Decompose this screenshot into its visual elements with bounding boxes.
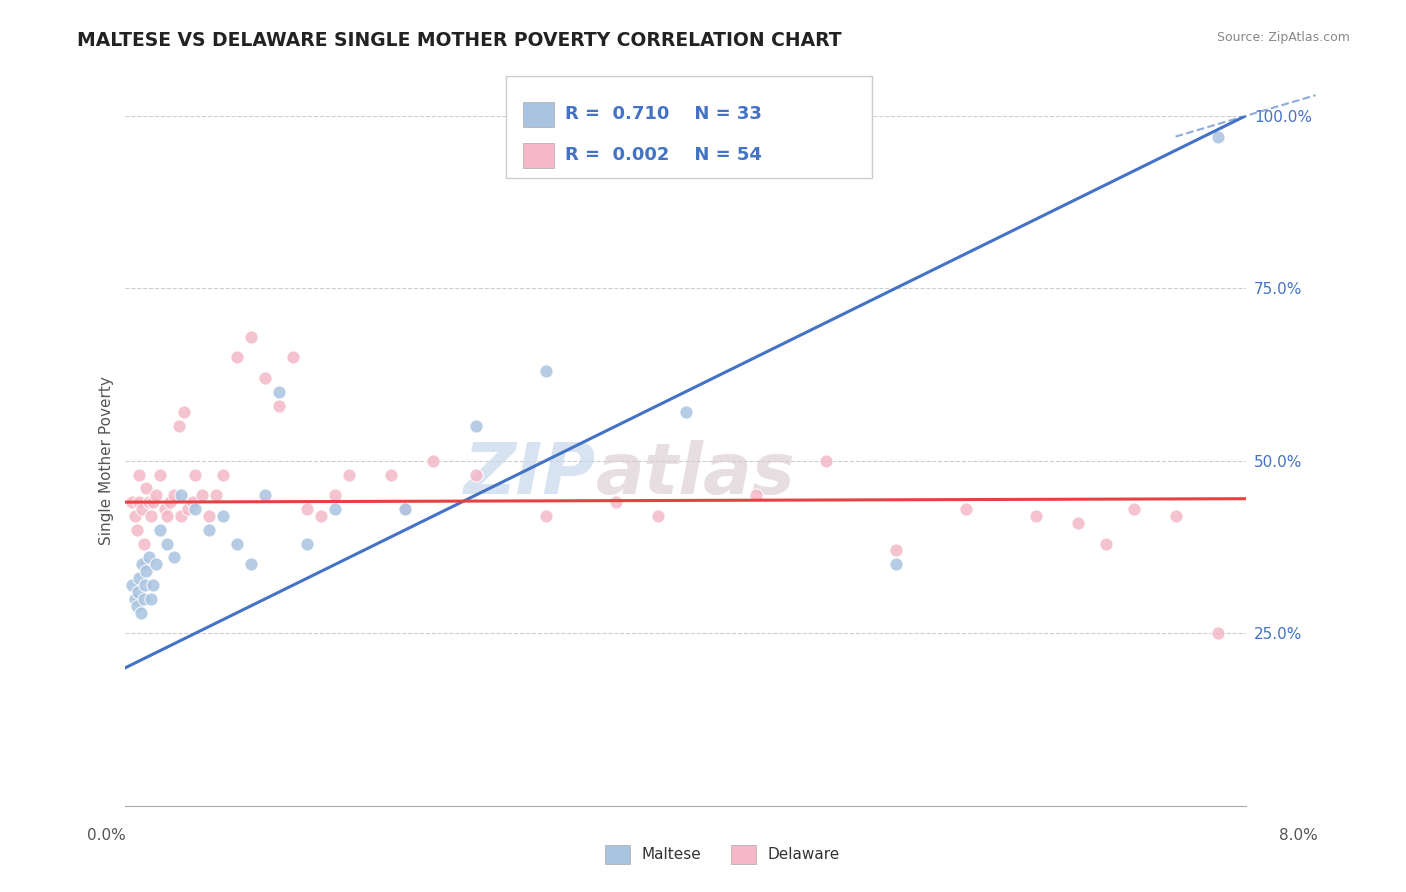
Point: [131, 502, 153, 516]
Point: [138, 495, 160, 509]
Point: [884, 558, 907, 572]
Point: [129, 606, 152, 620]
Point: [181, 495, 204, 509]
Point: [142, 495, 165, 509]
Point: [254, 488, 277, 502]
Text: Delaware: Delaware: [768, 847, 839, 862]
Point: [149, 523, 172, 537]
Point: [149, 467, 172, 482]
Text: atlas: atlas: [596, 440, 796, 509]
Point: [198, 523, 221, 537]
Point: [135, 481, 157, 495]
Point: [170, 488, 193, 502]
Point: [675, 405, 697, 419]
Text: R =  0.710    N = 33: R = 0.710 N = 33: [565, 105, 762, 123]
Point: [1094, 536, 1116, 550]
Point: [380, 467, 402, 482]
Point: [339, 467, 361, 482]
Point: [145, 558, 167, 572]
Point: [127, 584, 149, 599]
Point: [212, 508, 235, 523]
Point: [269, 384, 291, 399]
Point: [139, 591, 162, 606]
Point: [394, 502, 416, 516]
Point: [121, 495, 143, 509]
Point: [159, 495, 181, 509]
Point: [205, 488, 228, 502]
Point: [139, 508, 162, 523]
Point: [128, 495, 150, 509]
Point: [156, 536, 179, 550]
Point: [124, 508, 146, 523]
Point: [269, 399, 291, 413]
Point: [212, 467, 235, 482]
Point: [124, 591, 146, 606]
Point: [125, 599, 148, 613]
Point: [128, 467, 150, 482]
Text: Maltese: Maltese: [641, 847, 700, 862]
Text: 0.0%: 0.0%: [87, 829, 127, 843]
Point: [283, 351, 305, 365]
Point: [184, 502, 207, 516]
Point: [311, 508, 333, 523]
Point: [177, 502, 200, 516]
Text: Source: ZipAtlas.com: Source: ZipAtlas.com: [1216, 31, 1350, 45]
Point: [325, 488, 347, 502]
Point: [240, 558, 263, 572]
Point: [1206, 626, 1229, 640]
Point: [173, 405, 195, 419]
Point: [145, 488, 167, 502]
Text: ZIP: ZIP: [464, 440, 596, 509]
Point: [131, 558, 153, 572]
Point: [163, 550, 186, 565]
Point: [814, 454, 837, 468]
Point: [135, 558, 157, 572]
Point: [132, 536, 155, 550]
Point: [125, 523, 148, 537]
Point: [163, 488, 186, 502]
Point: [534, 364, 557, 378]
Text: R =  0.002    N = 54: R = 0.002 N = 54: [565, 146, 762, 164]
Point: [955, 502, 977, 516]
Point: [138, 550, 160, 565]
Point: [191, 488, 214, 502]
Y-axis label: Single Mother Poverty: Single Mother Poverty: [100, 376, 114, 545]
Point: [325, 502, 347, 516]
Point: [198, 508, 221, 523]
Point: [422, 454, 444, 468]
Point: [128, 571, 150, 585]
Point: [394, 502, 416, 516]
Point: [1066, 516, 1088, 530]
Point: [297, 502, 319, 516]
Point: [1164, 508, 1187, 523]
Point: [254, 371, 277, 385]
Point: [134, 578, 156, 592]
Point: [297, 536, 319, 550]
Point: [167, 419, 190, 434]
Point: [184, 467, 207, 482]
Point: [534, 508, 557, 523]
Point: [1206, 129, 1229, 144]
Point: [884, 543, 907, 558]
Text: MALTESE VS DELAWARE SINGLE MOTHER POVERTY CORRELATION CHART: MALTESE VS DELAWARE SINGLE MOTHER POVERT…: [77, 31, 842, 50]
Text: 8.0%: 8.0%: [1278, 829, 1317, 843]
Point: [132, 591, 155, 606]
Point: [605, 495, 627, 509]
Point: [464, 467, 486, 482]
Point: [135, 564, 157, 578]
Point: [1122, 502, 1144, 516]
Point: [156, 508, 179, 523]
Point: [647, 508, 669, 523]
Point: [744, 488, 766, 502]
Point: [121, 578, 143, 592]
Point: [226, 536, 249, 550]
Point: [464, 419, 486, 434]
Point: [240, 329, 263, 343]
Point: [142, 578, 165, 592]
Point: [153, 502, 176, 516]
Point: [226, 351, 249, 365]
Point: [1025, 508, 1047, 523]
Point: [170, 508, 193, 523]
